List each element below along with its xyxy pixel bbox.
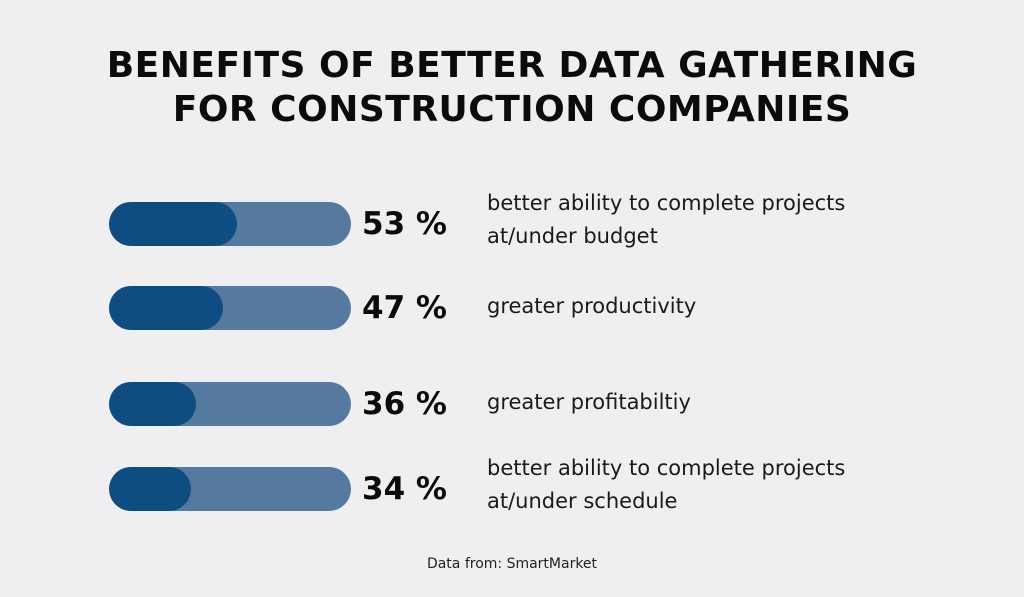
bar-fill [109, 286, 223, 330]
bar-track [109, 202, 351, 246]
category-label: better ability to complete projects at/un… [487, 187, 907, 253]
source-note: Data from: SmartMarket [426, 556, 598, 572]
category-label-line: greater productivity [487, 293, 697, 318]
category-label-line: better ability to complete projects [487, 191, 846, 215]
chart-title: BENEFITS OF BETTER DATA GATHERING FOR CO… [0, 44, 1024, 132]
title-line-1: BENEFITS OF BETTER DATA GATHERING [106, 45, 918, 86]
bar-fill [109, 202, 237, 246]
category-label-line: greater profitabiltiy [487, 389, 691, 414]
bar-fill [109, 382, 196, 426]
title-line-2: FOR CONSTRUCTION COMPANIES [172, 89, 852, 130]
category-label-line: at/under schedule [487, 489, 678, 513]
value-label: 53 % [362, 206, 447, 242]
bar-track [109, 286, 351, 330]
value-label: 36 % [362, 386, 447, 422]
value-label: 47 % [362, 290, 447, 326]
category-label-line: better ability to complete projects [487, 456, 846, 480]
category-label-line: at/under budget [487, 224, 658, 248]
category-label: greater productivity [487, 290, 907, 323]
bar-track [109, 467, 351, 511]
bar-fill [109, 467, 191, 511]
bar-track [109, 382, 351, 426]
value-label: 34 % [362, 471, 447, 507]
category-label: greater profitabiltiy [487, 386, 907, 419]
category-label: better ability to complete projects at/un… [487, 452, 907, 518]
